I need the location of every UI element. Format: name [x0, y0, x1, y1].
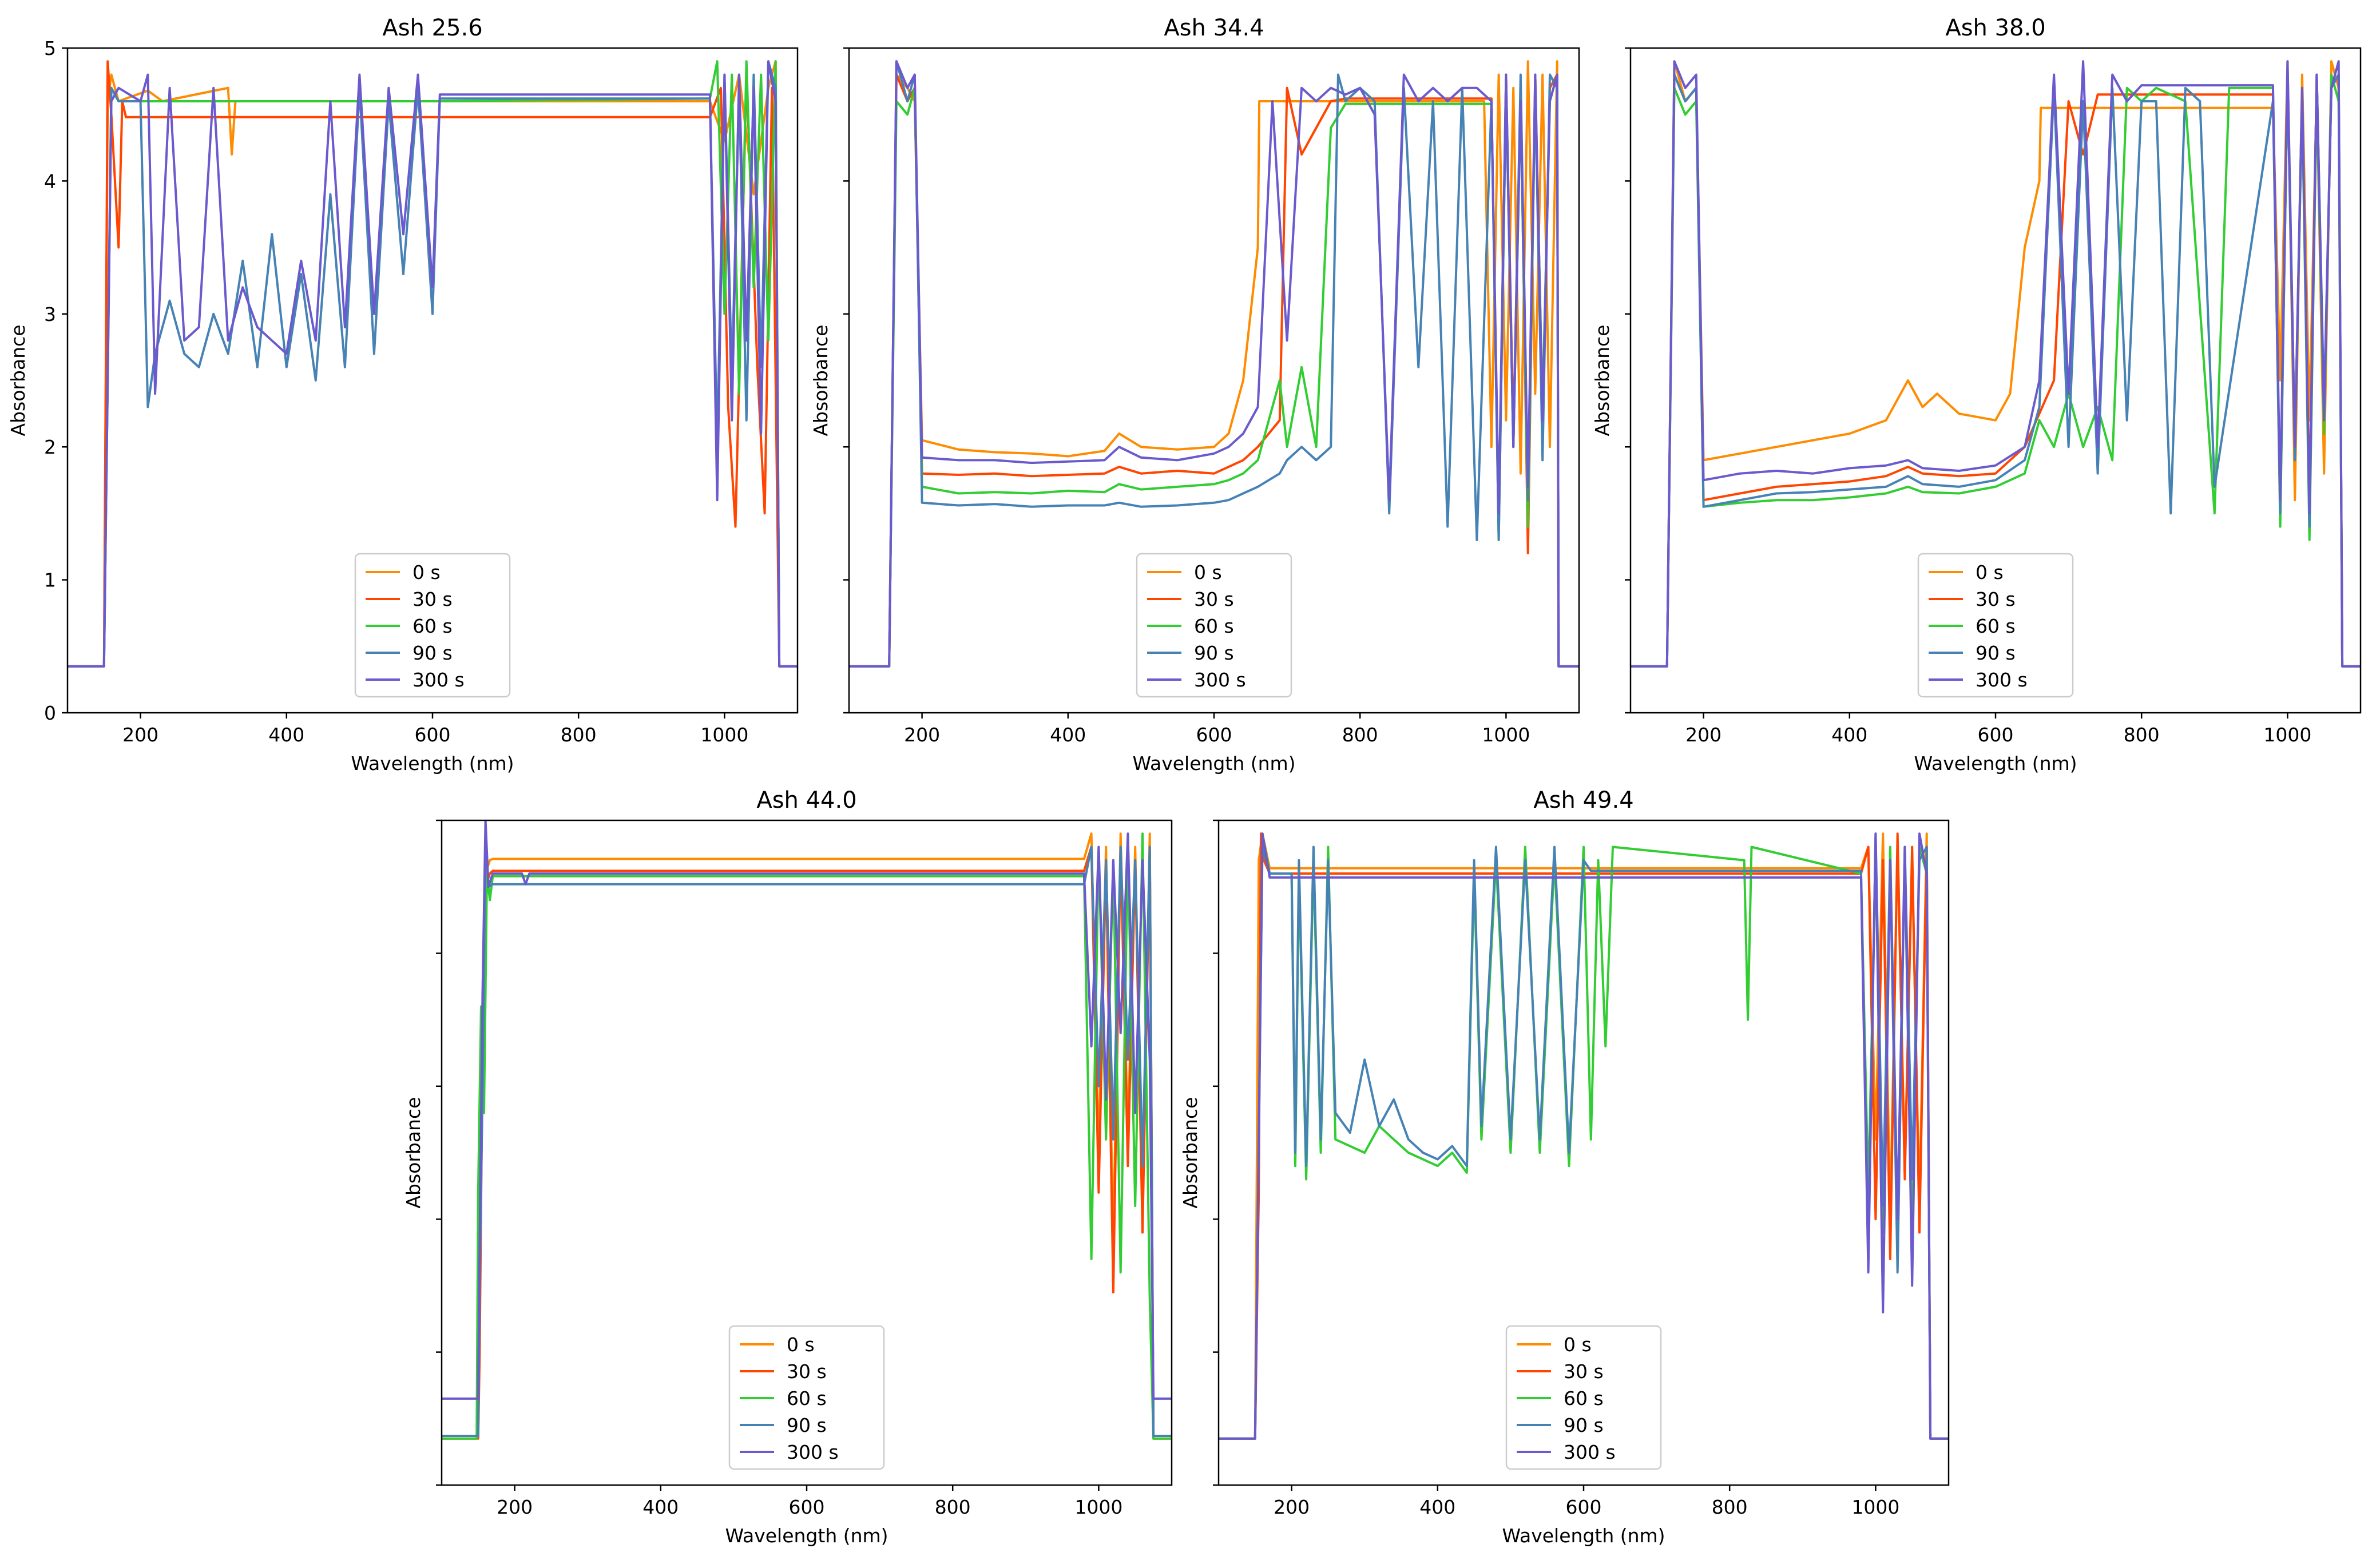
y-tick-label: 1 [44, 569, 56, 592]
legend-label: 30 s [787, 1360, 827, 1383]
legend: 0 s 30 s 60 s 90 s 300 s [1136, 553, 1292, 698]
x-tick-label: 600 [1566, 1496, 1602, 1518]
plot-area [442, 820, 1172, 1440]
x-tick-label: 1000 [1074, 1496, 1122, 1518]
subplot-2: 200 400 600 800 1000 Ash 34.4 Wavelength (nm) A… [810, 15, 1580, 775]
x-tick-label: 800 [935, 1496, 971, 1518]
legend-label: 30 s [1194, 588, 1234, 610]
series-line-300s [1631, 60, 2361, 668]
x-tick-label: 200 [1274, 1496, 1310, 1518]
subplot-1: 200 400 600 800 1000 0 1 2 3 4 5 Ash 25.6 Wavelength… [7, 15, 799, 775]
legend-label: 300 s [787, 1441, 839, 1463]
subplot-5: 200 400 600 800 1000 Ash 49.4 Wavelength (nm) A… [1179, 787, 1950, 1547]
x-tick-label: 400 [642, 1496, 679, 1518]
y-tick-label: 5 [44, 37, 56, 59]
chart-title: Ash 25.6 [382, 15, 482, 41]
legend-label: 0 s [1194, 561, 1222, 584]
plot-area [849, 60, 1579, 668]
x-tick-label: 200 [122, 724, 158, 746]
x-tick-label: 400 [268, 724, 304, 746]
chart-title: Ash 34.4 [1164, 15, 1264, 41]
x-axis-label: Wavelength (nm) [351, 752, 514, 775]
y-tick-label: 0 [44, 702, 56, 724]
legend-label: 60 s [412, 615, 453, 637]
legend: 0 s 30 s 60 s 90 s 300 s [1505, 1325, 1662, 1470]
plot-area [68, 60, 798, 668]
legend: 0 s 30 s 60 s 90 s 300 s [728, 1325, 885, 1470]
legend-label: 300 s [412, 669, 465, 691]
series-line-90s [68, 60, 798, 668]
x-tick-label: 1000 [2263, 724, 2311, 746]
legend: 0 s 30 s 60 s 90 s 300 s [1917, 553, 2074, 698]
legend-label: 90 s [787, 1414, 827, 1436]
x-tick-label: 600 [415, 724, 451, 746]
legend-label: 90 s [1194, 642, 1234, 664]
x-axis-label: Wavelength (nm) [725, 1525, 888, 1547]
y-axis-label: Absorbance [7, 324, 29, 436]
subplot-3: 200 400 600 800 1000 Ash 38.0 Wavelength (nm) A… [1591, 15, 2362, 775]
x-tick-label: 1000 [1851, 1496, 1899, 1518]
x-tick-label: 600 [1196, 724, 1232, 746]
legend-label: 60 s [1564, 1387, 1604, 1410]
y-axis-label: Absorbance [810, 324, 832, 436]
series-line-300s [1219, 832, 1949, 1440]
x-axis-label: Wavelength (nm) [1914, 752, 2077, 775]
legend-box [1505, 1325, 1662, 1470]
legend-label: 90 s [1976, 642, 2016, 664]
x-tick-label: 400 [1050, 724, 1086, 746]
legend-label: 300 s [1194, 669, 1246, 691]
x-axis-label: Wavelength (nm) [1132, 752, 1295, 775]
x-tick-label: 800 [2124, 724, 2160, 746]
legend-label: 0 s [787, 1333, 815, 1356]
legend-label: 90 s [412, 642, 453, 664]
series-line-300s [442, 820, 1172, 1400]
subplot-4: 200 400 600 800 1000 Ash 44.0 Wavelength (nm) A… [402, 787, 1173, 1547]
legend-label: 30 s [412, 588, 453, 610]
x-tick-label: 800 [561, 724, 597, 746]
x-tick-label: 400 [1831, 724, 1867, 746]
x-tick-label: 1000 [1482, 724, 1530, 746]
legend-label: 300 s [1564, 1441, 1616, 1463]
legend-box [354, 553, 511, 698]
x-tick-label: 400 [1419, 1496, 1455, 1518]
x-tick-label: 600 [789, 1496, 825, 1518]
legend-label: 60 s [1976, 615, 2016, 637]
x-tick-label: 1000 [700, 724, 748, 746]
x-tick-label: 800 [1342, 724, 1378, 746]
y-axis-label: Absorbance [1179, 1097, 1201, 1208]
x-tick-label: 800 [1712, 1496, 1748, 1518]
legend-label: 0 s [1976, 561, 2004, 584]
x-tick-label: 200 [1685, 724, 1721, 746]
y-tick-label: 4 [44, 170, 56, 192]
legend-label: 90 s [1564, 1414, 1604, 1436]
legend-label: 0 s [1564, 1333, 1592, 1356]
chart-title: Ash 49.4 [1533, 787, 1633, 813]
x-axis-label: Wavelength (nm) [1502, 1525, 1665, 1547]
plot-area [1219, 832, 1949, 1440]
legend-label: 300 s [1976, 669, 2028, 691]
legend-label: 0 s [412, 561, 441, 584]
legend-box [728, 1325, 885, 1470]
y-tick-label: 2 [44, 436, 56, 458]
x-tick-label: 200 [497, 1496, 533, 1518]
legend: 0 s 30 s 60 s 90 s 300 s [354, 553, 511, 698]
x-tick-label: 600 [1978, 724, 2014, 746]
legend-box [1917, 553, 2074, 698]
y-axis-label: Absorbance [402, 1097, 425, 1208]
y-axis-label: Absorbance [1591, 324, 1613, 436]
chart-title: Ash 38.0 [1945, 15, 2045, 41]
series-line-300s [849, 60, 1579, 668]
legend-label: 60 s [787, 1387, 827, 1410]
x-tick-label: 200 [904, 724, 940, 746]
legend-box [1136, 553, 1292, 698]
series-line-300s [68, 60, 798, 668]
chart-title: Ash 44.0 [756, 787, 856, 813]
plot-area [1631, 60, 2361, 668]
y-tick-label: 3 [44, 303, 56, 326]
legend-label: 30 s [1976, 588, 2016, 610]
legend-label: 30 s [1564, 1360, 1604, 1383]
legend-label: 60 s [1194, 615, 1234, 637]
